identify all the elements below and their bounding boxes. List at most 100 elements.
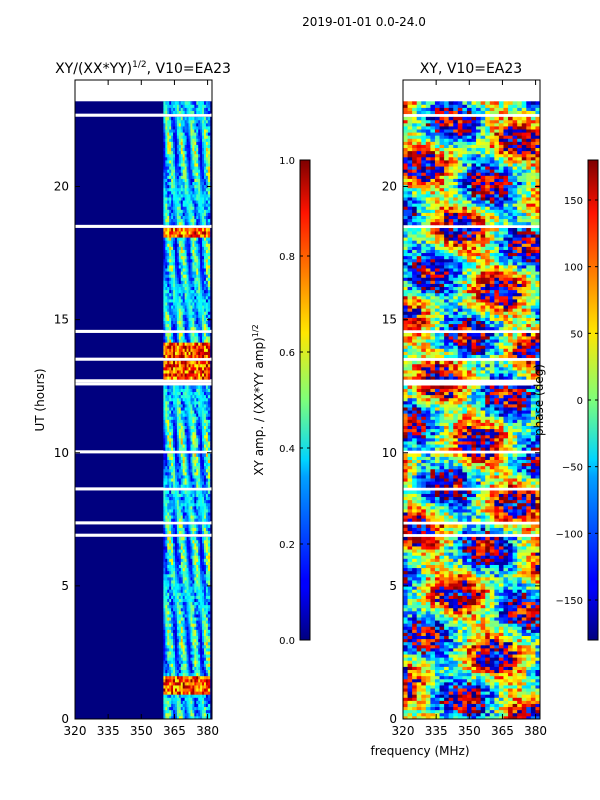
amplitude-cell	[163, 527, 166, 532]
amplitude-cell	[165, 604, 168, 609]
amplitude-cell	[178, 144, 182, 149]
amplitude-cell	[202, 641, 205, 646]
amplitude-cell	[173, 234, 176, 238]
amplitude-cell	[188, 391, 191, 396]
amplitude-cell	[182, 691, 186, 695]
amplitude-cell	[171, 620, 174, 624]
amplitude-cell	[192, 119, 195, 124]
amplitude-cell	[196, 385, 199, 389]
amplitude-cell	[169, 363, 172, 368]
amplitude-cell	[163, 459, 166, 464]
amplitude-cell	[178, 252, 182, 257]
amplitude-cell	[173, 150, 176, 155]
amplitude-cell	[167, 218, 170, 223]
amplitude-cell	[203, 518, 207, 522]
amplitude-cell	[194, 175, 197, 179]
phase-cell	[430, 700, 436, 704]
amplitude-cell	[205, 218, 209, 223]
amplitude-cell	[171, 172, 174, 176]
amplitude-cell	[169, 403, 172, 408]
amplitude-cell	[196, 159, 199, 164]
amplitude-cell	[176, 592, 180, 596]
amplitude-cell	[167, 200, 170, 204]
amplitude-cell	[176, 496, 180, 501]
amplitude-cell	[184, 586, 187, 590]
amplitude-cell	[171, 218, 174, 223]
amplitude-cell	[163, 681, 166, 686]
amplitude-cell	[192, 212, 195, 216]
amplitude-cell	[205, 403, 209, 408]
amplitude-cell	[200, 400, 203, 405]
amplitude-cell	[192, 178, 195, 183]
amplitude-cell	[188, 332, 191, 337]
amplitude-cell	[196, 561, 199, 565]
amplitude-cell	[174, 508, 178, 513]
amplitude-cell	[192, 552, 195, 556]
amplitude-cell	[169, 388, 172, 393]
amplitude-cell	[176, 237, 180, 241]
amplitude-xtick-label: 335	[97, 724, 120, 738]
amplitude-cell	[184, 264, 187, 269]
amplitude-cell	[203, 536, 207, 541]
amplitude-cell	[167, 447, 170, 451]
amplitude-cell	[205, 366, 209, 371]
amplitude-cell	[207, 515, 211, 519]
amplitude-cell	[174, 468, 178, 473]
amplitude-cell	[173, 635, 176, 640]
amplitude-cell	[194, 688, 197, 692]
amplitude-cell	[184, 688, 187, 692]
amplitude-cell	[186, 227, 189, 232]
amplitude-cell	[180, 271, 184, 275]
amplitude-cell	[163, 181, 166, 186]
amplitude-cell	[188, 110, 191, 115]
amplitude-cell	[194, 481, 197, 485]
amplitude-cell	[200, 129, 203, 133]
amplitude-flagged-row	[75, 113, 212, 117]
amplitude-cell	[165, 623, 168, 627]
amplitude-cell	[171, 261, 174, 266]
amplitude-cell	[176, 252, 180, 257]
amplitude-cell	[207, 613, 211, 618]
amplitude-cell	[167, 252, 170, 257]
amplitude-cell	[178, 678, 182, 683]
amplitude-cell	[198, 416, 201, 420]
amplitude-cell	[178, 104, 182, 108]
amplitude-cell	[182, 172, 186, 176]
amplitude-cell	[184, 706, 187, 711]
amplitude-cell	[182, 465, 186, 470]
amplitude-cell	[188, 298, 191, 303]
amplitude-cell	[186, 573, 189, 578]
amplitude-cell	[196, 546, 199, 550]
amplitude-cell	[198, 255, 201, 260]
amplitude-cell	[192, 163, 195, 167]
amplitude-cell	[186, 583, 189, 587]
amplitude-cell	[205, 536, 209, 541]
amplitude-cell	[180, 187, 184, 192]
amplitude-cell	[203, 169, 207, 173]
amplitude-cell	[169, 478, 172, 482]
amplitude-cell	[180, 132, 184, 136]
amplitude-cell	[196, 298, 199, 303]
amplitude-cell	[174, 422, 178, 426]
amplitude-cell	[186, 206, 189, 210]
amplitude-cell	[169, 666, 172, 670]
amplitude-cell	[207, 647, 211, 652]
amplitude-cell	[186, 153, 189, 158]
amplitude-cell	[178, 336, 182, 340]
amplitude-cell	[194, 237, 197, 241]
amplitude-cell	[205, 570, 209, 575]
amplitude-cell	[205, 311, 209, 315]
amplitude-cell	[202, 453, 205, 457]
amplitude-cell	[196, 280, 199, 284]
amplitude-cell	[196, 552, 199, 556]
amplitude-cell	[186, 471, 189, 476]
amplitude-cell	[182, 416, 186, 420]
amplitude-cell	[202, 678, 205, 683]
amplitude-cell	[194, 308, 197, 312]
amplitude-cell	[188, 546, 191, 550]
amplitude-cell	[176, 376, 180, 380]
amplitude-cell	[207, 119, 211, 124]
amplitude-cell	[198, 320, 201, 325]
amplitude-cell	[180, 484, 184, 488]
amplitude-cell	[178, 542, 182, 547]
